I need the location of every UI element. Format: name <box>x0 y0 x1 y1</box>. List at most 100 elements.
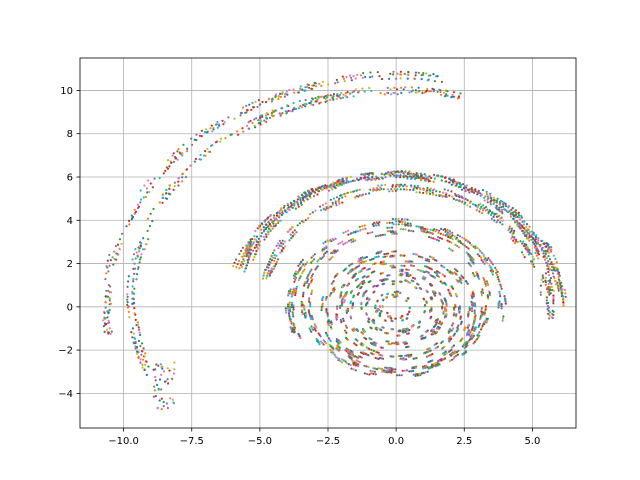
data-point <box>491 263 494 266</box>
data-point <box>333 276 336 279</box>
data-point <box>508 225 511 228</box>
data-point <box>430 236 433 239</box>
data-point <box>137 323 140 326</box>
data-point <box>155 363 158 366</box>
data-point <box>149 212 152 215</box>
data-point <box>287 208 290 211</box>
data-point <box>288 292 291 295</box>
data-point <box>126 303 129 306</box>
data-point <box>436 270 439 273</box>
data-point <box>282 206 286 209</box>
data-point <box>370 338 373 341</box>
data-point <box>458 276 461 279</box>
data-point <box>336 356 339 359</box>
data-point <box>360 303 363 306</box>
data-point <box>350 317 353 320</box>
data-point <box>390 369 393 372</box>
data-point <box>428 258 431 261</box>
data-point <box>289 319 292 322</box>
data-point <box>558 274 562 277</box>
data-point <box>294 326 297 329</box>
data-point <box>481 209 485 212</box>
data-point <box>152 207 155 211</box>
data-point <box>142 347 145 350</box>
data-point <box>249 238 252 241</box>
data-point <box>320 309 323 312</box>
data-point <box>446 231 449 234</box>
data-point <box>337 184 340 188</box>
data-point <box>260 232 263 235</box>
data-point <box>452 322 455 325</box>
data-point <box>446 239 449 242</box>
data-point <box>241 106 245 109</box>
data-point <box>441 321 444 324</box>
data-point <box>142 237 145 240</box>
data-point <box>337 200 340 203</box>
data-point <box>386 91 389 94</box>
data-point <box>548 248 551 251</box>
data-point <box>107 331 110 334</box>
data-point <box>544 272 548 275</box>
data-point <box>360 194 363 197</box>
data-point <box>420 229 423 232</box>
data-point <box>359 287 362 290</box>
data-point <box>327 189 330 192</box>
data-point <box>497 275 500 278</box>
data-point <box>512 217 515 220</box>
data-point <box>246 109 249 112</box>
data-point <box>457 349 460 352</box>
data-point <box>447 288 450 291</box>
data-point <box>294 207 297 210</box>
data-point <box>264 114 268 117</box>
data-point <box>246 259 249 262</box>
data-point <box>165 192 168 195</box>
data-point <box>203 131 207 134</box>
data-point <box>173 368 176 371</box>
data-point <box>312 84 315 87</box>
data-point <box>422 72 425 75</box>
data-point <box>328 258 331 261</box>
data-point <box>366 172 369 175</box>
data-point <box>219 140 222 143</box>
data-point <box>131 292 134 295</box>
data-point <box>320 185 323 188</box>
data-point <box>367 281 370 284</box>
data-point <box>417 186 420 189</box>
data-point <box>269 261 272 264</box>
data-point <box>103 311 106 315</box>
data-point <box>133 272 136 275</box>
data-point <box>310 325 313 328</box>
data-point <box>354 369 357 372</box>
data-point <box>375 189 379 192</box>
data-point <box>386 274 389 277</box>
data-point <box>520 216 523 219</box>
data-point <box>304 99 307 102</box>
data-point <box>502 205 505 208</box>
data-point <box>299 196 302 200</box>
data-point <box>299 201 303 205</box>
y-tick-label: −4 <box>58 389 73 400</box>
data-point <box>290 206 293 209</box>
data-point <box>398 330 402 333</box>
data-point <box>325 206 328 209</box>
data-point <box>273 254 276 257</box>
data-point <box>516 222 519 225</box>
data-point <box>340 92 343 95</box>
data-point <box>310 261 313 264</box>
data-point <box>400 218 404 221</box>
data-point <box>288 228 291 231</box>
data-point <box>397 223 400 226</box>
data-point <box>557 271 561 274</box>
data-point <box>562 301 565 304</box>
data-point <box>404 223 407 227</box>
data-point <box>260 120 263 123</box>
data-point <box>219 137 223 140</box>
data-point <box>279 251 282 254</box>
data-point <box>380 172 383 175</box>
x-tick-label: 5.0 <box>524 436 540 447</box>
data-point <box>335 196 339 199</box>
data-point <box>365 313 368 316</box>
data-point <box>301 272 304 275</box>
data-point <box>422 176 425 179</box>
data-point <box>438 320 442 323</box>
